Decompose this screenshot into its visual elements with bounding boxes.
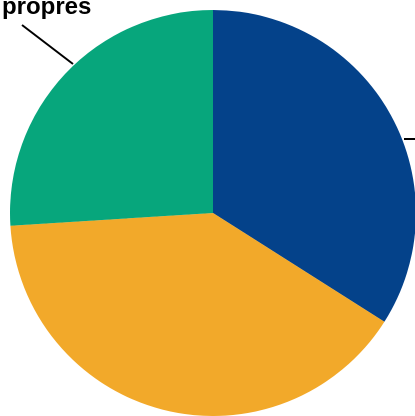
pie-slices <box>9 10 415 416</box>
annotation-propres: propres <box>2 0 91 20</box>
leader-line-propres <box>21 24 74 65</box>
pie-slice-3 <box>9 10 213 226</box>
pie-slice-1 <box>213 10 415 322</box>
pie-slice-2 <box>10 213 385 416</box>
